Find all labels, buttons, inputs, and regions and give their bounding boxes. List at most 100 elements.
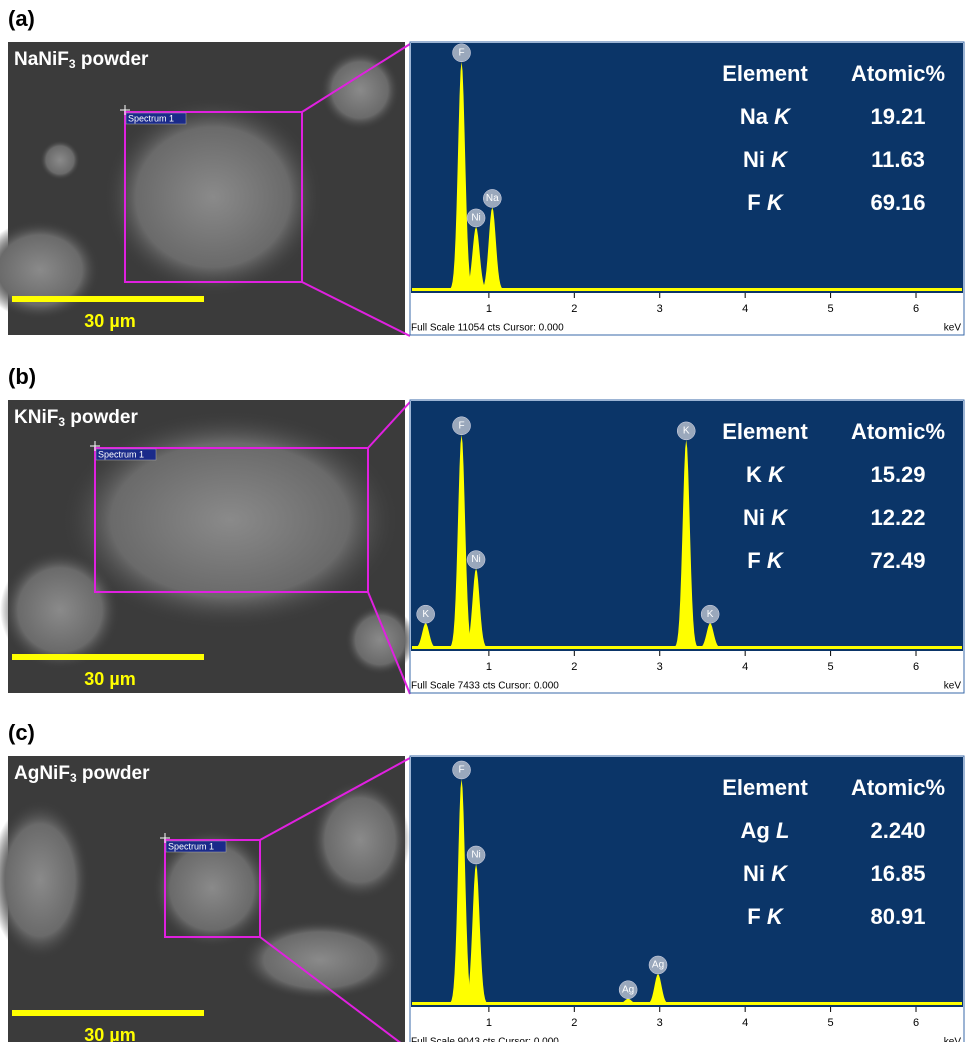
table-header: Atomic% xyxy=(851,419,945,444)
table-element: Ni K xyxy=(743,147,789,172)
peak-label: Ni xyxy=(471,554,480,565)
table-element: Na K xyxy=(740,104,792,129)
table-value: 16.85 xyxy=(870,861,925,886)
spectrum-footer: Full Scale 7433 cts Cursor: 0.000 xyxy=(411,681,559,692)
element-symbol: Ag xyxy=(741,818,770,843)
element-symbol: F xyxy=(747,904,760,929)
x-tick-label: 2 xyxy=(571,303,577,315)
sem-particle xyxy=(103,97,323,297)
peak-label: K xyxy=(707,609,714,620)
table-element: Ag L xyxy=(741,818,790,843)
peak-label: Na xyxy=(486,193,499,204)
x-unit: keV xyxy=(944,323,962,334)
x-tick-label: 5 xyxy=(828,661,834,673)
x-tick-label: 1 xyxy=(486,1017,492,1029)
element-line: K xyxy=(771,147,789,172)
peak-label: Ni xyxy=(471,850,480,861)
x-tick-label: 3 xyxy=(657,1017,663,1029)
element-line: K xyxy=(767,548,785,573)
table-header: Element xyxy=(722,775,808,800)
element-symbol: K xyxy=(746,462,762,487)
table-element: F K xyxy=(747,548,785,573)
table-header: Element xyxy=(722,61,808,86)
table-element: F K xyxy=(747,904,785,929)
element-line: K xyxy=(774,104,792,129)
x-tick-label: 2 xyxy=(571,661,577,673)
table-value: 72.49 xyxy=(870,548,925,573)
sample-name: NaNiF3 powder xyxy=(14,49,149,71)
element-line: K xyxy=(771,861,789,886)
table-value: 2.240 xyxy=(870,818,925,843)
peak-label: K xyxy=(422,609,429,620)
element-symbol: Na xyxy=(740,104,769,129)
sem-particle xyxy=(320,50,400,130)
sem-particle xyxy=(240,920,400,1000)
element-line: K xyxy=(771,505,789,530)
sample-formula: AgNiF xyxy=(14,763,70,784)
sample-formula: KNiF xyxy=(14,407,58,428)
x-tick-label: 4 xyxy=(742,661,748,673)
x-tick-label: 6 xyxy=(913,661,919,673)
table-element: Ni K xyxy=(743,861,789,886)
x-tick-label: 3 xyxy=(657,303,663,315)
element-line: K xyxy=(767,190,785,215)
x-unit: keV xyxy=(944,1037,962,1042)
table-element: F K xyxy=(747,190,785,215)
x-tick-label: 6 xyxy=(913,1017,919,1029)
x-tick-label: 4 xyxy=(742,1017,748,1029)
x-tick-label: 3 xyxy=(657,661,663,673)
x-tick-label: 4 xyxy=(742,303,748,315)
x-tick-label: 2 xyxy=(571,1017,577,1029)
element-symbol: Ni xyxy=(743,147,765,172)
panel-label: (b) xyxy=(8,364,36,389)
table-header: Atomic% xyxy=(851,775,945,800)
scale-bar xyxy=(12,1010,204,1016)
peak-label: F xyxy=(458,420,464,431)
peak-label: Ag xyxy=(622,984,634,995)
table-element: Ni K xyxy=(743,505,789,530)
table-value: 69.16 xyxy=(870,190,925,215)
element-symbol: F xyxy=(747,190,760,215)
scale-bar-label: 30 µm xyxy=(84,1025,135,1042)
sample-formula: NaNiF xyxy=(14,49,69,70)
spectrum-footer: Full Scale 11054 cts Cursor: 0.000 xyxy=(411,323,564,334)
element-line: K xyxy=(767,904,785,929)
sample-name: AgNiF3 powder xyxy=(14,763,150,785)
sem-particle xyxy=(345,605,415,675)
marker-label: Spectrum 1 xyxy=(168,841,214,851)
element-symbol: F xyxy=(747,548,760,573)
panel: (b)KNiF3 powderSpectrum 130 µmKFNiKK1234… xyxy=(0,364,964,694)
table-value: 15.29 xyxy=(870,462,925,487)
table-header: Atomic% xyxy=(851,61,945,86)
spectrum-footer: Full Scale 9043 cts Cursor: 0.000 xyxy=(411,1037,559,1042)
sample-name: KNiF3 powder xyxy=(14,407,138,429)
table-element: K K xyxy=(746,462,786,487)
element-line: K xyxy=(768,462,786,487)
panel-label: (a) xyxy=(8,6,35,31)
element-symbol: Ni xyxy=(743,861,765,886)
sample-suffix: powder xyxy=(76,49,149,70)
panel-label: (c) xyxy=(8,720,35,745)
table-header: Element xyxy=(722,419,808,444)
scale-bar xyxy=(12,296,204,302)
table-value: 80.91 xyxy=(870,904,925,929)
scale-bar-label: 30 µm xyxy=(84,311,135,331)
sem-particle xyxy=(40,140,80,180)
figure: (a)NaNiF3 powderSpectrum 130 µmFNiNa1234… xyxy=(0,0,965,1042)
sem-particle xyxy=(310,780,410,900)
table-value: 19.21 xyxy=(870,104,925,129)
table-value: 12.22 xyxy=(870,505,925,530)
peak-label: F xyxy=(458,765,464,776)
element-line: L xyxy=(776,818,789,843)
panel: (c) AgNiF3 powder Spectrum 1 30 µm F Ni Ag Ag 1 2… xyxy=(0,720,964,1042)
x-tick-label: 5 xyxy=(828,1017,834,1029)
peak-label: Ag xyxy=(652,960,664,971)
table-value: 11.63 xyxy=(871,147,925,172)
x-tick-label: 1 xyxy=(486,303,492,315)
x-tick-label: 5 xyxy=(828,303,834,315)
element-symbol: Ni xyxy=(743,505,765,530)
marker-label: Spectrum 1 xyxy=(98,449,144,459)
sem-particle xyxy=(0,550,120,670)
spectrum-baseline xyxy=(412,1002,962,1005)
scale-bar xyxy=(12,654,204,660)
